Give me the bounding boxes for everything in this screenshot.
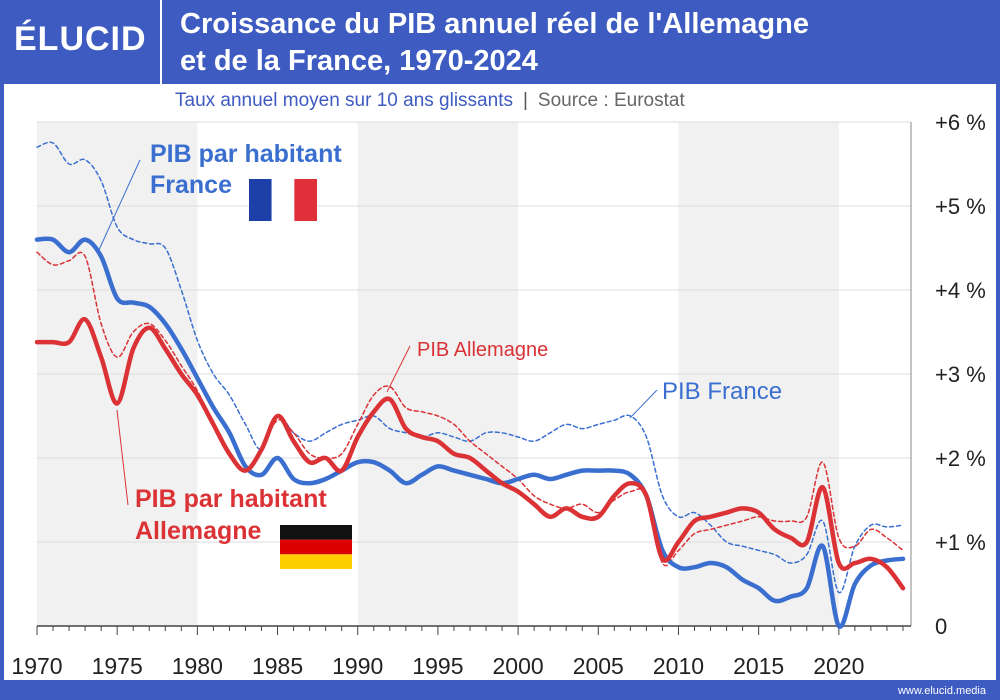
x-tick-label: 1990 bbox=[332, 653, 383, 679]
label-pib-habitant-allemagne-line1: PIB par habitant bbox=[135, 485, 327, 513]
germany-flag-red bbox=[280, 539, 352, 555]
x-tick-label: 1995 bbox=[412, 653, 463, 679]
x-tick-label: 2010 bbox=[653, 653, 704, 679]
series-pib-allemagne bbox=[36, 251, 904, 567]
title-line-2: et de la France, 1970-2024 bbox=[180, 45, 538, 77]
y-tick-label: +2 % bbox=[935, 446, 986, 471]
france-flag-white bbox=[271, 179, 295, 221]
france-flag-blue bbox=[249, 179, 272, 221]
x-tick-label: 1980 bbox=[172, 653, 223, 679]
label-pib-allemagne: PIB Allemagne bbox=[417, 339, 548, 361]
y-tick-label: +3 % bbox=[935, 362, 986, 387]
label-pib-habitant-france-line2: France bbox=[150, 171, 232, 199]
leader-pib-habitant-france bbox=[97, 159, 141, 253]
germany-flag-gold bbox=[280, 554, 352, 569]
label-pib-habitant-france-line1: PIB par habitant bbox=[150, 140, 342, 168]
leader-pib-habitant-allemagne bbox=[116, 409, 129, 506]
footer-url: www.elucid.media bbox=[897, 685, 986, 697]
y-tick-label: +6 % bbox=[935, 110, 986, 135]
x-tick-label: 1975 bbox=[92, 653, 143, 679]
y-tick-label: +1 % bbox=[935, 530, 986, 555]
logo-box: ÉLUCID bbox=[0, 0, 162, 84]
label-pib-france: PIB France bbox=[662, 378, 782, 405]
x-tick-label: 2020 bbox=[813, 653, 864, 679]
x-tick-label: 2015 bbox=[733, 653, 784, 679]
y-tick-label: +4 % bbox=[935, 278, 986, 303]
leader-pib-allemagne bbox=[386, 345, 411, 393]
germany-flag-black bbox=[280, 525, 352, 540]
elucid-logo: ÉLUCID bbox=[14, 20, 147, 58]
subtitle-text: Taux annuel moyen sur 10 ans glissants bbox=[175, 90, 513, 111]
title-line-1: Croissance du PIB annuel réel de l'Allem… bbox=[180, 8, 809, 40]
leader-pib-france bbox=[629, 389, 658, 419]
series-pib-par-habitant-allemagne bbox=[34, 317, 906, 591]
x-tick-label: 2005 bbox=[573, 653, 624, 679]
chart-title: Croissance du PIB annuel réel de l'Allem… bbox=[180, 6, 980, 80]
chart-subtitle: Taux annuel moyen sur 10 ans glissants | S… bbox=[175, 90, 685, 112]
header-bar: ÉLUCID Croissance du PIB annuel réel de … bbox=[0, 0, 1000, 84]
series-pib-par-habitant-france bbox=[34, 236, 906, 629]
x-tick-label: 2000 bbox=[493, 653, 544, 679]
y-tick-label: 0 bbox=[935, 614, 947, 639]
x-tick-label: 1985 bbox=[252, 653, 303, 679]
y-tick-label: +5 % bbox=[935, 194, 986, 219]
source-label: Source : Eurostat bbox=[537, 90, 685, 111]
subtitle-separator: | bbox=[522, 90, 528, 111]
x-tick-label: 1970 bbox=[11, 653, 62, 679]
france-flag-red bbox=[294, 179, 317, 221]
label-pib-habitant-allemagne-line2: Allemagne bbox=[135, 517, 262, 545]
